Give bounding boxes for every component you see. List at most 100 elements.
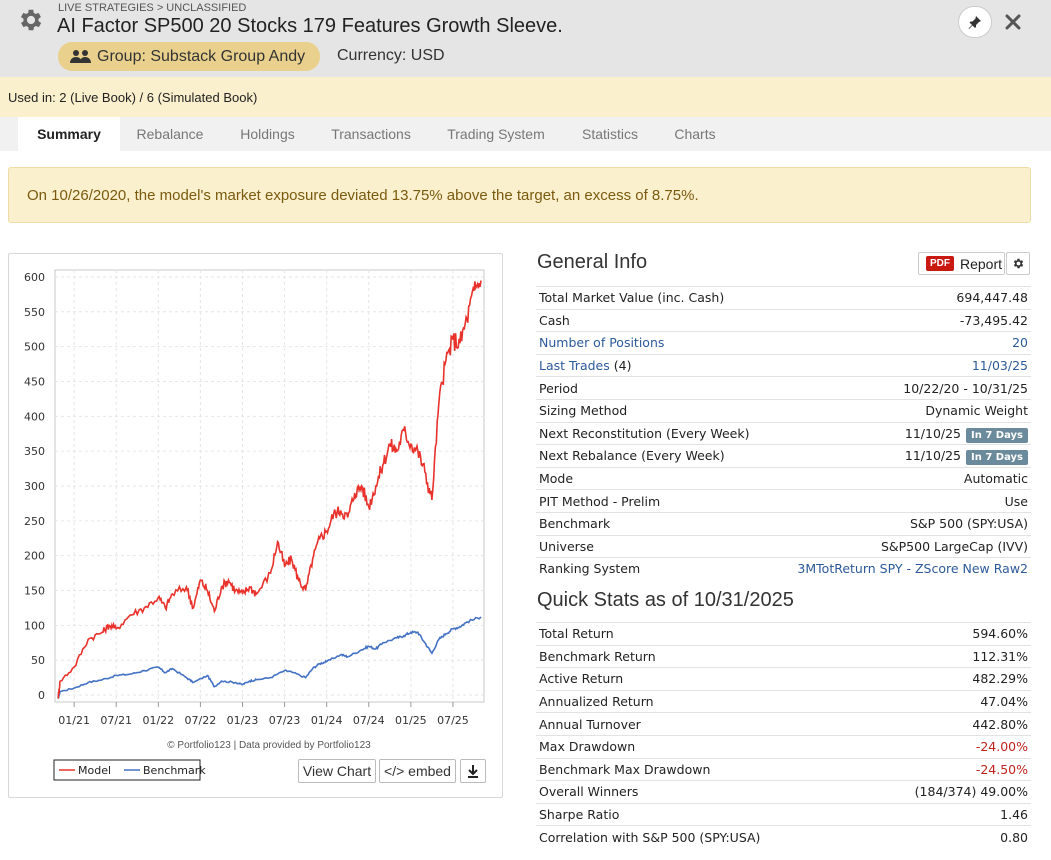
row-value: 10/22/20 - 10/31/25 [903, 380, 1028, 396]
y-tick-label: 100 [24, 619, 45, 632]
table-row: Sizing Method Dynamic Weight [536, 398, 1031, 422]
tab-summary[interactable]: Summary [18, 117, 120, 151]
y-tick-label: 50 [31, 654, 45, 667]
y-tick-label: 200 [24, 550, 45, 563]
table-row: Cash -73,495.42 [536, 308, 1031, 332]
row-value: 482.29% [972, 671, 1028, 687]
x-tick-label: 01/24 [311, 714, 343, 727]
y-tick-label: 350 [24, 445, 45, 458]
report-settings-button[interactable] [1006, 252, 1030, 275]
performance-chart: 0 50 100 150 200 250 300 350 400 450 500 550 600 01/2… [24, 269, 485, 781]
general-info-table: Total Market Value (inc. Cash) 694,447.48… [536, 286, 1031, 580]
tab-statistics[interactable]: Statistics [581, 126, 638, 142]
row-label: Ranking System [539, 561, 641, 577]
row-value: 694,447.48 [956, 290, 1028, 306]
row-value: 47.04% [980, 694, 1028, 710]
plot-area [54, 269, 485, 703]
row-label: Mode [539, 471, 574, 487]
tab-bar: Summary Rebalance Holdings Transactions … [0, 117, 1051, 151]
positions-link[interactable]: Number of Positions [539, 335, 665, 351]
last-trades-count: (4) [613, 358, 632, 374]
tab-holdings[interactable]: Holdings [240, 126, 295, 142]
general-info-title: General Info [537, 251, 648, 273]
row-value: -24.50% [975, 761, 1028, 777]
row-label: PIT Method - Prelim [539, 493, 661, 509]
x-tick-label: 01/21 [58, 714, 90, 727]
table-row: Active Return 482.29% [536, 667, 1031, 690]
pin-button[interactable] [958, 6, 992, 38]
table-row: Sharpe Ratio 1.46 [536, 802, 1031, 826]
row-label: Next Reconstitution (Every Week) [539, 425, 750, 441]
row-label: Annual Turnover [539, 716, 641, 732]
x-tick-label: 07/24 [353, 714, 385, 727]
x-tick-label: 01/25 [395, 714, 427, 727]
tab-trading-system[interactable]: Trading System [447, 126, 545, 142]
row-label: Correlation with S&P 500 (SPY:USA) [539, 829, 761, 845]
row-value: S&P500 LargeCap (IVV) [880, 538, 1028, 554]
table-row: Benchmark S&P 500 (SPY:USA) [536, 511, 1031, 535]
x-tick-label: 07/21 [100, 714, 132, 727]
exposure-alert: On 10/26/2020, the model's market exposu… [8, 167, 1031, 223]
last-trades-date-link[interactable]: 11/03/25 [971, 358, 1028, 374]
row-value: -24.00% [975, 739, 1028, 755]
chart-panel: 0 50 100 150 200 250 300 350 400 450 500 550 600 01/2… [8, 253, 503, 798]
legend-label-benchmark: Benchmark [143, 764, 206, 777]
row-label: Overall Winners [539, 784, 639, 800]
table-row: Max Drawdown -24.00% [536, 734, 1031, 758]
row-label: Benchmark Return [539, 648, 656, 664]
page-header: LIVE STRATEGIES > UNCLASSIFIED AI Factor… [0, 0, 1051, 77]
row-value: 11/10/25 [904, 425, 962, 441]
x-tick-label: 01/22 [142, 714, 174, 727]
table-row: Benchmark Return 112.31% [536, 644, 1031, 668]
gear-icon[interactable] [17, 6, 45, 34]
ranking-system-link[interactable]: 3MTotReturn SPY - ZScore New Raw2 [797, 561, 1028, 577]
table-row: Overall Winners (184/374) 49.00% [536, 780, 1031, 803]
series-line-model [57, 280, 482, 699]
breadcrumb[interactable]: LIVE STRATEGIES > UNCLASSIFIED [58, 2, 247, 14]
table-row: Total Market Value (inc. Cash) 694,447.48 [536, 286, 1031, 309]
pdf-icon: PDF [926, 256, 954, 271]
view-chart-button[interactable]: View Chart [298, 759, 376, 783]
table-row: Correlation with S&P 500 (SPY:USA) 0.80 [536, 825, 1031, 848]
row-label: Max Drawdown [539, 739, 636, 755]
last-trades-link[interactable]: Last Trades [539, 358, 610, 374]
row-value: 0.80 [1000, 829, 1028, 845]
group-badge[interactable]: Group: Substack Group Andy [58, 42, 320, 71]
row-label: Annualized Return [539, 694, 654, 710]
users-icon [70, 49, 91, 63]
y-tick-label: 150 [24, 585, 45, 598]
row-value: Dynamic Weight [925, 403, 1028, 419]
table-row: Next Rebalance (Every Week) 11/10/25 In 7 … [536, 444, 1031, 467]
row-value: 594.60% [972, 626, 1028, 642]
positions-count-link[interactable]: 20 [1012, 335, 1028, 351]
x-tick-label: 07/23 [269, 714, 301, 727]
y-tick-label: 450 [24, 375, 45, 388]
table-row: Next Reconstitution (Every Week) 11/10/25… [536, 421, 1031, 445]
tab-charts[interactable]: Charts [674, 126, 716, 142]
download-icon [468, 765, 478, 778]
page-title: AI Factor SP500 20 Stocks 179 Features G… [57, 15, 563, 37]
close-icon[interactable] [1003, 12, 1023, 32]
y-tick-label: 500 [24, 341, 45, 354]
row-label: Sizing Method [539, 403, 628, 419]
y-tick-label: 400 [24, 410, 45, 423]
y-tick-label: 600 [24, 271, 45, 284]
tab-transactions[interactable]: Transactions [331, 126, 411, 142]
row-label: Active Return [539, 671, 624, 687]
pin-icon [968, 16, 981, 29]
x-tick-label: 01/23 [227, 714, 259, 727]
y-tick-label: 0 [38, 689, 45, 702]
tab-rebalance[interactable]: Rebalance [136, 126, 204, 142]
table-row: Universe S&P500 LargeCap (IVV) [536, 534, 1031, 558]
download-button[interactable] [460, 759, 486, 783]
days-badge: In 7 Days [966, 450, 1028, 466]
x-tick-label: 07/25 [437, 714, 469, 727]
report-button[interactable]: PDF Report [918, 252, 1005, 275]
row-label: Universe [539, 538, 594, 554]
table-row: Annual Turnover 442.80% [536, 712, 1031, 735]
row-value: 442.80% [972, 716, 1028, 732]
group-label: Group: Substack Group Andy [97, 47, 306, 65]
chart-credit: © Portfolio123 | Data provided by Portfo… [167, 740, 371, 751]
row-label: Total Return [539, 626, 614, 642]
embed-button[interactable]: </> embed [379, 759, 456, 783]
